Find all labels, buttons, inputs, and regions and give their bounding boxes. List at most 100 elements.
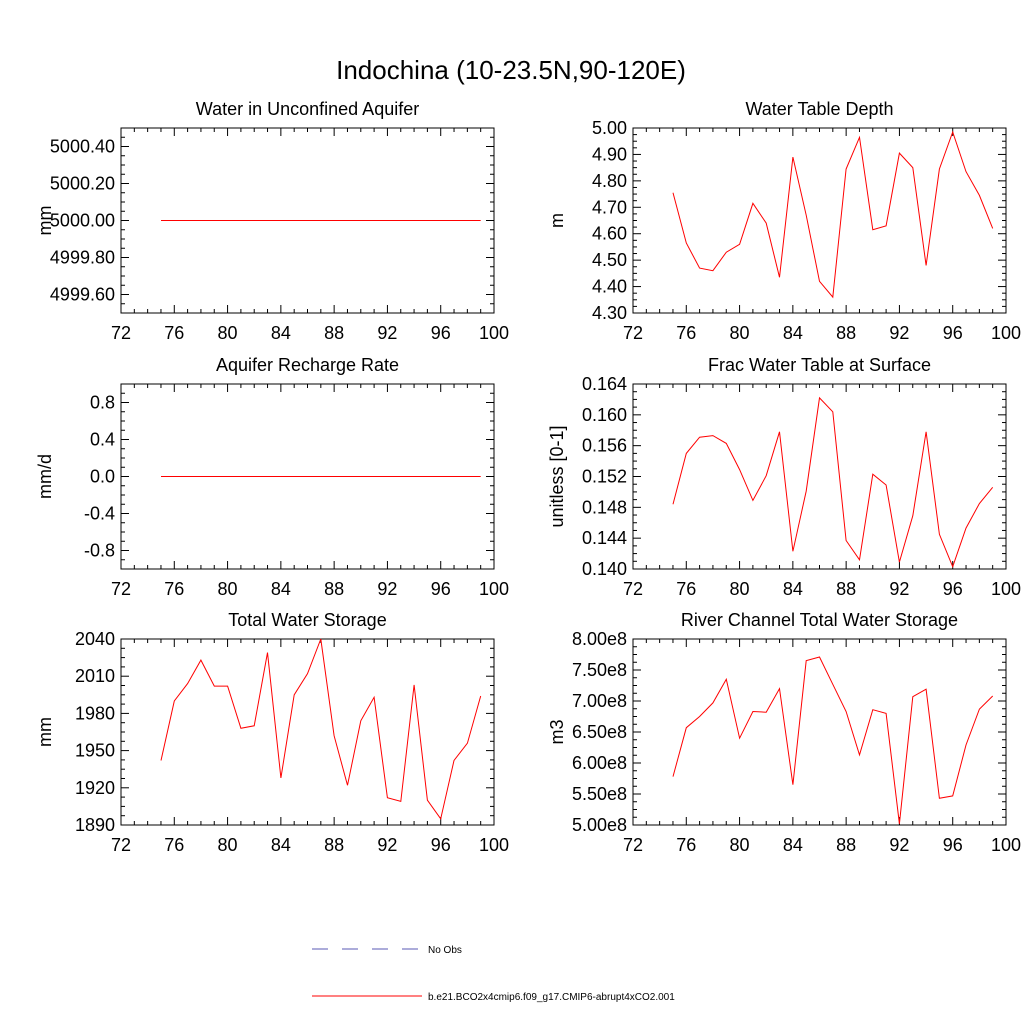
y-tick-label: 0.164: [582, 374, 627, 394]
x-tick-label: 100: [479, 323, 509, 343]
y-tick-label: 0.152: [582, 467, 627, 487]
x-tick-label: 80: [730, 835, 750, 855]
y-tick-label: 5.00e8: [572, 815, 627, 835]
x-tick-label: 84: [783, 323, 803, 343]
y-tick-label: 0.144: [582, 528, 627, 548]
plot-frame: [632, 127, 1007, 314]
legend: No Obs b.e21.BCO2x4cmip6.f09_g17.CMIP6-a…: [312, 945, 675, 1003]
y-tick-label: 2040: [75, 629, 115, 649]
x-tick-label: 92: [377, 579, 397, 599]
panel-1: Water in Unconfined Aquifer mm 72 76 80 84 88 9…: [35, 99, 509, 343]
x-tick-label: 72: [111, 579, 131, 599]
x-tick-label: 88: [324, 579, 344, 599]
x-tick-label: 84: [783, 835, 803, 855]
y-tick-label: 0.8: [90, 393, 115, 413]
y-tick-label: 0.0: [90, 467, 115, 487]
x-tick-label: 96: [943, 579, 963, 599]
x-tick-label: 100: [479, 579, 509, 599]
y-tick-label: 0.4: [90, 430, 115, 450]
y-tick-label: 4.60: [592, 224, 627, 244]
series-line: [672, 130, 994, 299]
y-tick-label: 5000.00: [50, 211, 115, 231]
y-tick-label: 0.140: [582, 559, 627, 579]
y-tick-label: 4.30: [592, 303, 627, 323]
y-tick-label: 1920: [75, 778, 115, 798]
y-tick-label: 2010: [75, 666, 115, 686]
x-tick-label: 76: [164, 835, 184, 855]
x-tick-label: 92: [889, 579, 909, 599]
y-axis-label: mm: [35, 206, 55, 236]
series-line: [672, 656, 994, 824]
x-tick-label: 100: [479, 835, 509, 855]
x-tick-label: 88: [324, 835, 344, 855]
y-tick-label: 8.00e8: [572, 629, 627, 649]
y-axis-label: m3: [547, 719, 567, 744]
y-tick-label: 0.148: [582, 497, 627, 517]
x-tick-label: 92: [377, 835, 397, 855]
plot-frame: [632, 383, 1007, 570]
series-line: [160, 638, 482, 820]
x-tick-label: 76: [164, 579, 184, 599]
x-tick-label: 80: [218, 835, 238, 855]
y-tick-label: 5.00: [592, 118, 627, 138]
x-tick-label: 88: [836, 835, 856, 855]
panels-group: Water in Unconfined Aquifer mm 72 76 80 84 88 9…: [35, 99, 1021, 855]
y-tick-label: 4999.80: [50, 248, 115, 268]
x-tick-label: 80: [730, 323, 750, 343]
x-tick-label: 72: [623, 323, 643, 343]
y-tick-label: 5000.20: [50, 174, 115, 194]
x-tick-label: 92: [889, 323, 909, 343]
x-tick-label: 76: [164, 323, 184, 343]
plot-frame: [632, 638, 1007, 826]
x-tick-label: 96: [943, 323, 963, 343]
y-tick-label: 4.70: [592, 197, 627, 217]
y-tick-label: 0.156: [582, 436, 627, 456]
x-tick-label: 92: [377, 323, 397, 343]
y-tick-label: 4.40: [592, 277, 627, 297]
panel-title: Total Water Storage: [228, 610, 386, 630]
panel-2: Water Table Depth m 72 76 80 84 88 92 96 100 4.30 4…: [547, 99, 1021, 343]
panel-title: Frac Water Table at Surface: [708, 355, 931, 375]
x-tick-label: 88: [836, 323, 856, 343]
panel-title: Water Table Depth: [745, 99, 893, 119]
legend-model-label: b.e21.BCO2x4cmip6.f09_g17.CMIP6-abrupt4x…: [428, 992, 675, 1003]
y-tick-label: 5.50e8: [572, 784, 627, 804]
y-tick-label: 7.00e8: [572, 691, 627, 711]
y-tick-label: 6.00e8: [572, 753, 627, 773]
panel-title: Aquifer Recharge Rate: [216, 355, 399, 375]
x-tick-label: 100: [991, 579, 1021, 599]
y-tick-label: 0.160: [582, 405, 627, 425]
panel-title: Water in Unconfined Aquifer: [196, 99, 419, 119]
y-tick-label: 4.90: [592, 144, 627, 164]
panel-title: River Channel Total Water Storage: [681, 610, 958, 630]
legend-obs-label: No Obs: [428, 945, 462, 956]
x-tick-label: 84: [271, 579, 291, 599]
x-tick-label: 96: [943, 835, 963, 855]
x-tick-label: 96: [431, 835, 451, 855]
plot-frame: [120, 638, 495, 826]
x-tick-label: 72: [623, 835, 643, 855]
x-tick-label: 96: [431, 579, 451, 599]
y-axis-label: unitless [0-1]: [547, 425, 567, 527]
y-tick-label: 4.50: [592, 250, 627, 270]
x-tick-label: 72: [623, 579, 643, 599]
x-tick-label: 100: [991, 835, 1021, 855]
y-axis-label: mm: [35, 717, 55, 747]
x-tick-label: 80: [218, 323, 238, 343]
x-tick-label: 76: [676, 579, 696, 599]
y-tick-label: 1980: [75, 703, 115, 723]
x-tick-label: 72: [111, 323, 131, 343]
y-tick-label: 4.80: [592, 171, 627, 191]
y-axis-label: mm/d: [35, 454, 55, 499]
x-tick-label: 92: [889, 835, 909, 855]
y-tick-label: 7.50e8: [572, 660, 627, 680]
panel-6: River Channel Total Water Storage m3 72 76 8…: [547, 610, 1021, 855]
figure-title: Indochina (10-23.5N,90-120E): [336, 55, 686, 85]
x-tick-label: 76: [676, 323, 696, 343]
x-tick-label: 76: [676, 835, 696, 855]
x-tick-label: 88: [324, 323, 344, 343]
x-tick-label: 100: [991, 323, 1021, 343]
y-tick-label: 1950: [75, 741, 115, 761]
x-tick-label: 84: [271, 835, 291, 855]
y-tick-label: 4999.60: [50, 285, 115, 305]
